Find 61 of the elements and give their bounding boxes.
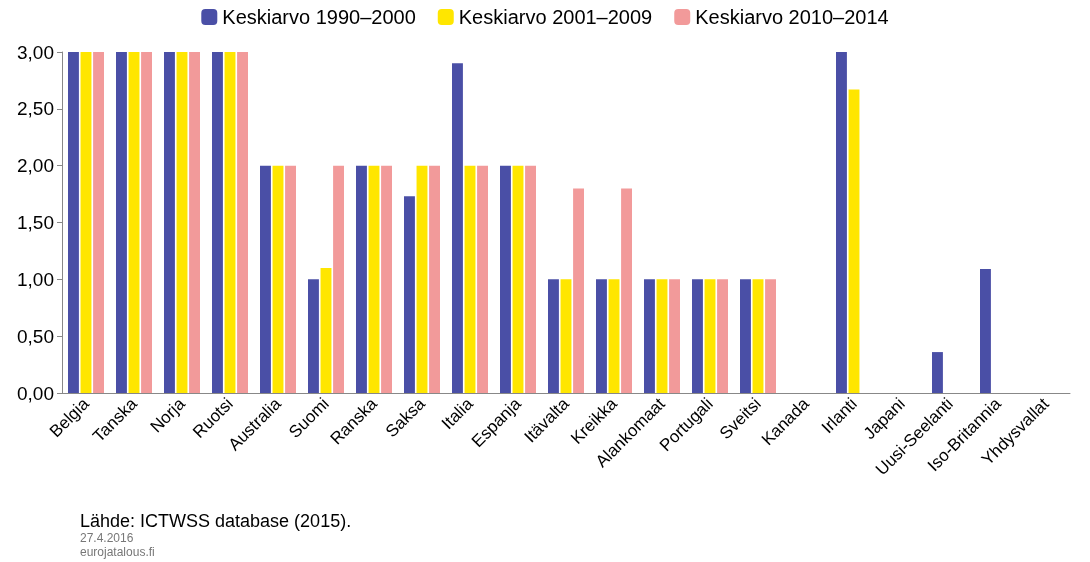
text: eurojatalous.fi: [80, 545, 155, 559]
bar: [608, 279, 620, 393]
bar: [765, 279, 776, 393]
bar: [404, 196, 415, 393]
bar: [669, 279, 680, 393]
bar: [980, 269, 991, 393]
y-tick-label: 2,00: [17, 155, 54, 177]
bar: [381, 165, 392, 393]
bar: [189, 52, 200, 393]
bar: [717, 279, 728, 393]
bar: [740, 279, 751, 393]
bar: [848, 89, 860, 393]
bar: [176, 52, 188, 393]
bar: [644, 279, 655, 393]
bar: [333, 165, 344, 393]
bar: [752, 279, 764, 393]
bar: [932, 352, 943, 393]
bar: [573, 188, 584, 393]
bar: [116, 52, 127, 393]
bar: [68, 52, 79, 393]
bar: [237, 52, 248, 393]
bar: [308, 279, 319, 393]
bar: [141, 52, 152, 393]
bar: [128, 52, 140, 393]
y-tick-label: 1,50: [17, 212, 54, 233]
bar: [80, 52, 92, 393]
bar: [368, 165, 380, 393]
bar: [596, 279, 607, 393]
text: 27.4.2016: [80, 531, 134, 545]
bar: [477, 165, 488, 393]
bar: [164, 52, 175, 393]
bar: [452, 63, 463, 393]
y-tick-label: 0,50: [17, 325, 54, 347]
bar: [560, 279, 572, 393]
bar: [429, 165, 440, 393]
bar: [621, 188, 632, 393]
bar: [512, 165, 524, 393]
bar: [224, 52, 236, 393]
text: Lähde: ICTWSS database (2015).: [80, 511, 352, 531]
bar: [836, 52, 847, 393]
legend-label: Keskiarvo 2010–2014: [695, 6, 889, 28]
bar: [692, 279, 703, 393]
bar: [416, 165, 428, 393]
bar: [320, 267, 332, 393]
bar: [525, 165, 536, 393]
bar: [93, 52, 104, 393]
bar: [464, 165, 476, 393]
y-tick-label: 2,50: [17, 98, 54, 120]
y-tick-label: 1,00: [17, 268, 54, 290]
bar: [356, 165, 367, 393]
bar: [704, 279, 716, 393]
bar: [212, 52, 223, 393]
bar: [285, 165, 296, 393]
legend-label: Keskiarvo 2001–2009: [458, 6, 653, 28]
bar: [260, 165, 271, 393]
bar: [656, 279, 668, 393]
legend-label: Keskiarvo 1990–2000: [222, 6, 416, 28]
bar: [500, 165, 511, 393]
bar: [548, 279, 559, 393]
y-tick-label: 3,00: [17, 41, 54, 63]
bar: [272, 165, 284, 393]
